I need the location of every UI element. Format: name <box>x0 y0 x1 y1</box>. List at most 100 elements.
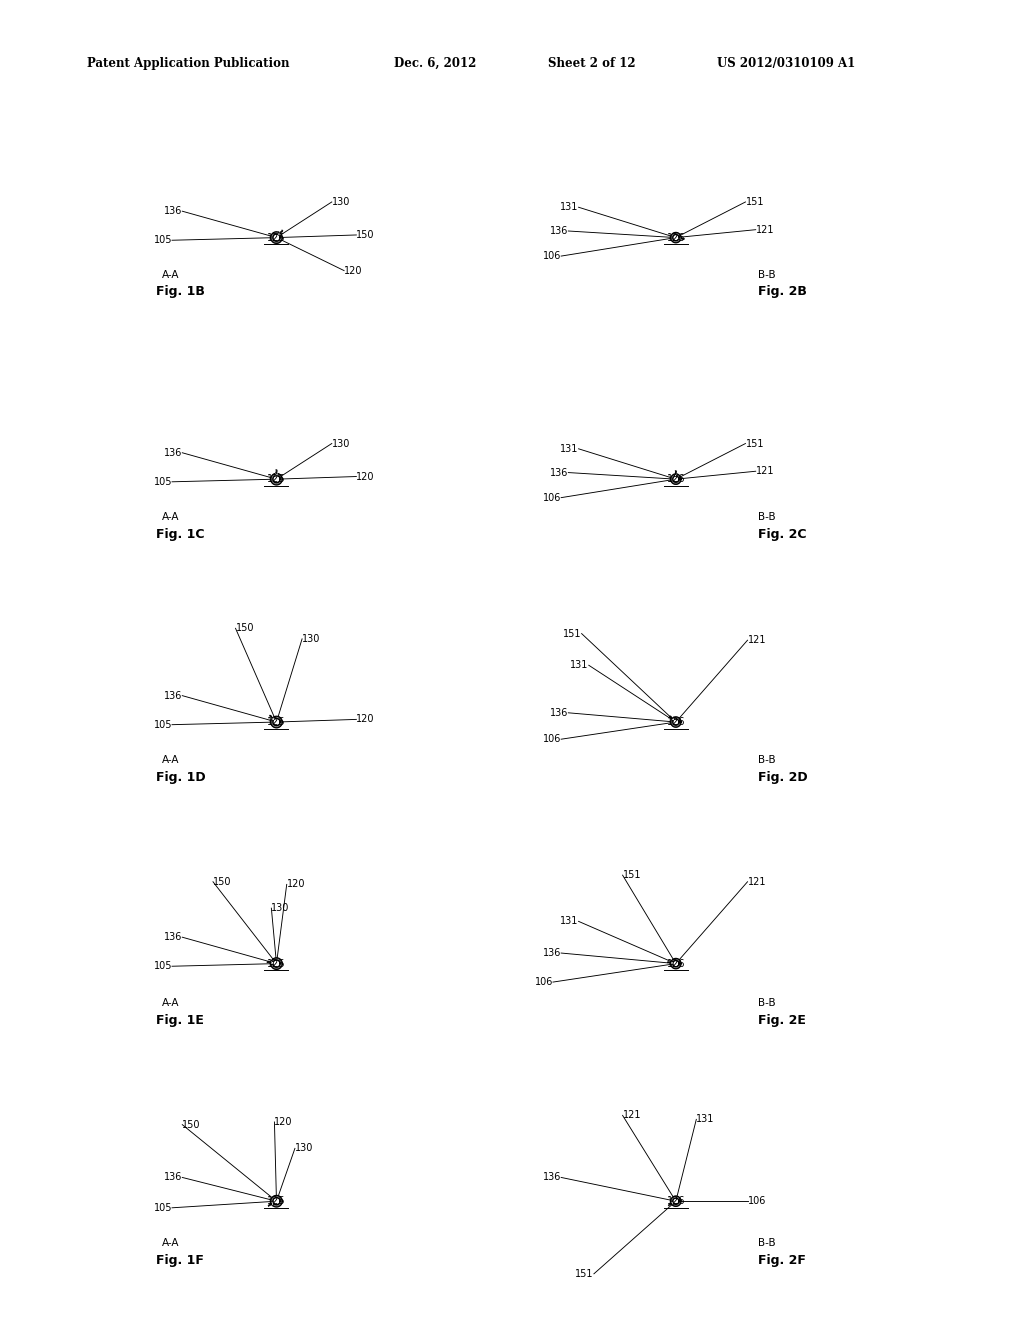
Wedge shape <box>672 723 674 726</box>
Wedge shape <box>279 717 281 719</box>
Wedge shape <box>272 960 274 961</box>
Wedge shape <box>678 718 679 719</box>
Wedge shape <box>271 239 273 242</box>
Wedge shape <box>271 480 273 483</box>
Wedge shape <box>271 1197 273 1200</box>
Wedge shape <box>280 475 281 477</box>
Wedge shape <box>673 725 675 727</box>
Text: 131: 131 <box>560 916 579 927</box>
Wedge shape <box>272 482 273 483</box>
Wedge shape <box>678 960 680 962</box>
Wedge shape <box>279 1197 281 1199</box>
Wedge shape <box>678 965 680 966</box>
Wedge shape <box>273 232 274 235</box>
Wedge shape <box>678 1197 679 1199</box>
Wedge shape <box>274 966 275 969</box>
Circle shape <box>270 473 283 486</box>
Wedge shape <box>280 723 282 726</box>
Wedge shape <box>678 235 680 236</box>
Wedge shape <box>279 725 281 726</box>
Text: 126: 126 <box>667 232 685 243</box>
Wedge shape <box>677 958 679 961</box>
Text: 121: 121 <box>748 635 766 645</box>
Circle shape <box>671 958 681 969</box>
Wedge shape <box>677 232 679 235</box>
Wedge shape <box>679 236 681 240</box>
Wedge shape <box>279 1204 281 1205</box>
Wedge shape <box>271 960 273 961</box>
Wedge shape <box>280 482 282 483</box>
Wedge shape <box>672 475 674 478</box>
Wedge shape <box>272 725 273 726</box>
Text: 131: 131 <box>560 444 579 454</box>
Wedge shape <box>280 1197 282 1199</box>
Wedge shape <box>279 958 280 961</box>
Wedge shape <box>280 480 282 482</box>
Circle shape <box>270 1195 283 1208</box>
Wedge shape <box>273 474 274 477</box>
Wedge shape <box>678 718 680 719</box>
Wedge shape <box>272 725 274 726</box>
Wedge shape <box>278 232 282 236</box>
Wedge shape <box>677 1196 678 1199</box>
Text: 105: 105 <box>154 477 172 487</box>
Wedge shape <box>280 1203 282 1205</box>
Wedge shape <box>272 240 273 242</box>
Wedge shape <box>272 240 274 242</box>
Wedge shape <box>673 240 674 242</box>
Wedge shape <box>672 723 674 725</box>
Wedge shape <box>280 718 282 719</box>
Wedge shape <box>672 725 674 726</box>
Wedge shape <box>673 1197 674 1199</box>
Wedge shape <box>279 958 280 961</box>
Text: 125: 125 <box>267 232 286 243</box>
Wedge shape <box>674 240 675 243</box>
Wedge shape <box>279 717 280 719</box>
Wedge shape <box>273 958 274 961</box>
Wedge shape <box>678 475 679 477</box>
Wedge shape <box>678 234 679 235</box>
Wedge shape <box>672 965 674 966</box>
Wedge shape <box>678 240 679 242</box>
Wedge shape <box>673 232 675 235</box>
Text: 151: 151 <box>745 438 764 449</box>
Wedge shape <box>274 240 275 243</box>
Wedge shape <box>279 482 281 484</box>
Wedge shape <box>673 1197 674 1199</box>
Wedge shape <box>273 958 275 961</box>
Wedge shape <box>279 474 280 477</box>
Wedge shape <box>674 482 675 484</box>
Wedge shape <box>273 1204 274 1206</box>
Text: Fig. 1D: Fig. 1D <box>156 771 205 784</box>
Wedge shape <box>272 725 274 726</box>
Wedge shape <box>273 240 274 243</box>
Wedge shape <box>672 960 674 961</box>
Wedge shape <box>678 482 679 483</box>
Wedge shape <box>272 966 274 969</box>
Polygon shape <box>673 961 679 966</box>
Text: Fig. 1E: Fig. 1E <box>156 1014 204 1027</box>
Wedge shape <box>673 966 674 968</box>
Wedge shape <box>272 1197 274 1199</box>
Wedge shape <box>280 960 282 961</box>
Wedge shape <box>678 961 680 962</box>
Wedge shape <box>673 958 675 961</box>
Wedge shape <box>672 723 674 725</box>
Text: 106: 106 <box>543 492 561 503</box>
Wedge shape <box>280 240 282 242</box>
Text: 126: 126 <box>667 717 685 727</box>
Polygon shape <box>272 960 281 968</box>
Wedge shape <box>678 482 679 483</box>
Wedge shape <box>280 1204 281 1205</box>
Wedge shape <box>273 240 274 243</box>
Text: Sheet 2 of 12: Sheet 2 of 12 <box>548 57 636 70</box>
Wedge shape <box>273 474 274 477</box>
Wedge shape <box>279 240 280 243</box>
Wedge shape <box>279 475 281 477</box>
Wedge shape <box>272 1197 273 1199</box>
Wedge shape <box>672 1197 674 1200</box>
Wedge shape <box>272 960 274 961</box>
Text: 136: 136 <box>543 1172 561 1183</box>
Wedge shape <box>271 240 273 242</box>
Wedge shape <box>678 240 679 242</box>
